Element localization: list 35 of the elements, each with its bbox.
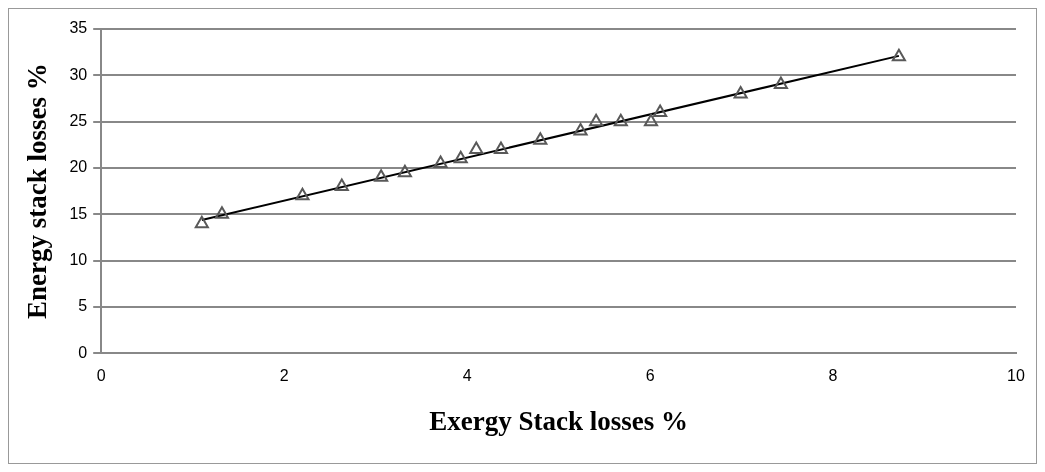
x-axis-title: Exergy Stack losses % — [429, 405, 688, 436]
point — [589, 113, 604, 127]
point — [374, 169, 389, 182]
point — [194, 215, 209, 229]
point — [433, 155, 448, 168]
point — [334, 178, 349, 192]
point — [773, 76, 788, 90]
y-tick-label: 30 — [69, 65, 88, 83]
y-tick-label: 20 — [69, 158, 88, 176]
y-tick-label: 15 — [69, 204, 88, 222]
point — [643, 113, 659, 127]
y-tick-label: 10 — [69, 251, 88, 269]
y-axis-title: Energy stack losses % — [22, 63, 53, 320]
point — [397, 164, 412, 178]
point — [453, 150, 468, 164]
point — [214, 206, 230, 219]
x-tick-label: 6 — [645, 367, 655, 385]
point — [295, 187, 310, 201]
y-tick-label: 0 — [78, 343, 88, 361]
y-tick-label: 5 — [78, 297, 88, 315]
point — [469, 141, 484, 154]
y-tick-label: 25 — [69, 112, 88, 130]
x-tick-label: 2 — [279, 367, 289, 385]
y-tick-label: 35 — [69, 19, 88, 37]
x-tick-label: 0 — [96, 367, 106, 385]
point — [613, 113, 628, 127]
x-tick-label: 10 — [1007, 367, 1025, 385]
point — [573, 122, 588, 136]
point — [891, 48, 906, 62]
point — [533, 132, 548, 145]
x-tick-label: 8 — [828, 367, 838, 385]
x-tick-label: 4 — [462, 367, 472, 385]
point — [733, 85, 748, 99]
point — [653, 104, 668, 117]
point — [493, 141, 509, 154]
